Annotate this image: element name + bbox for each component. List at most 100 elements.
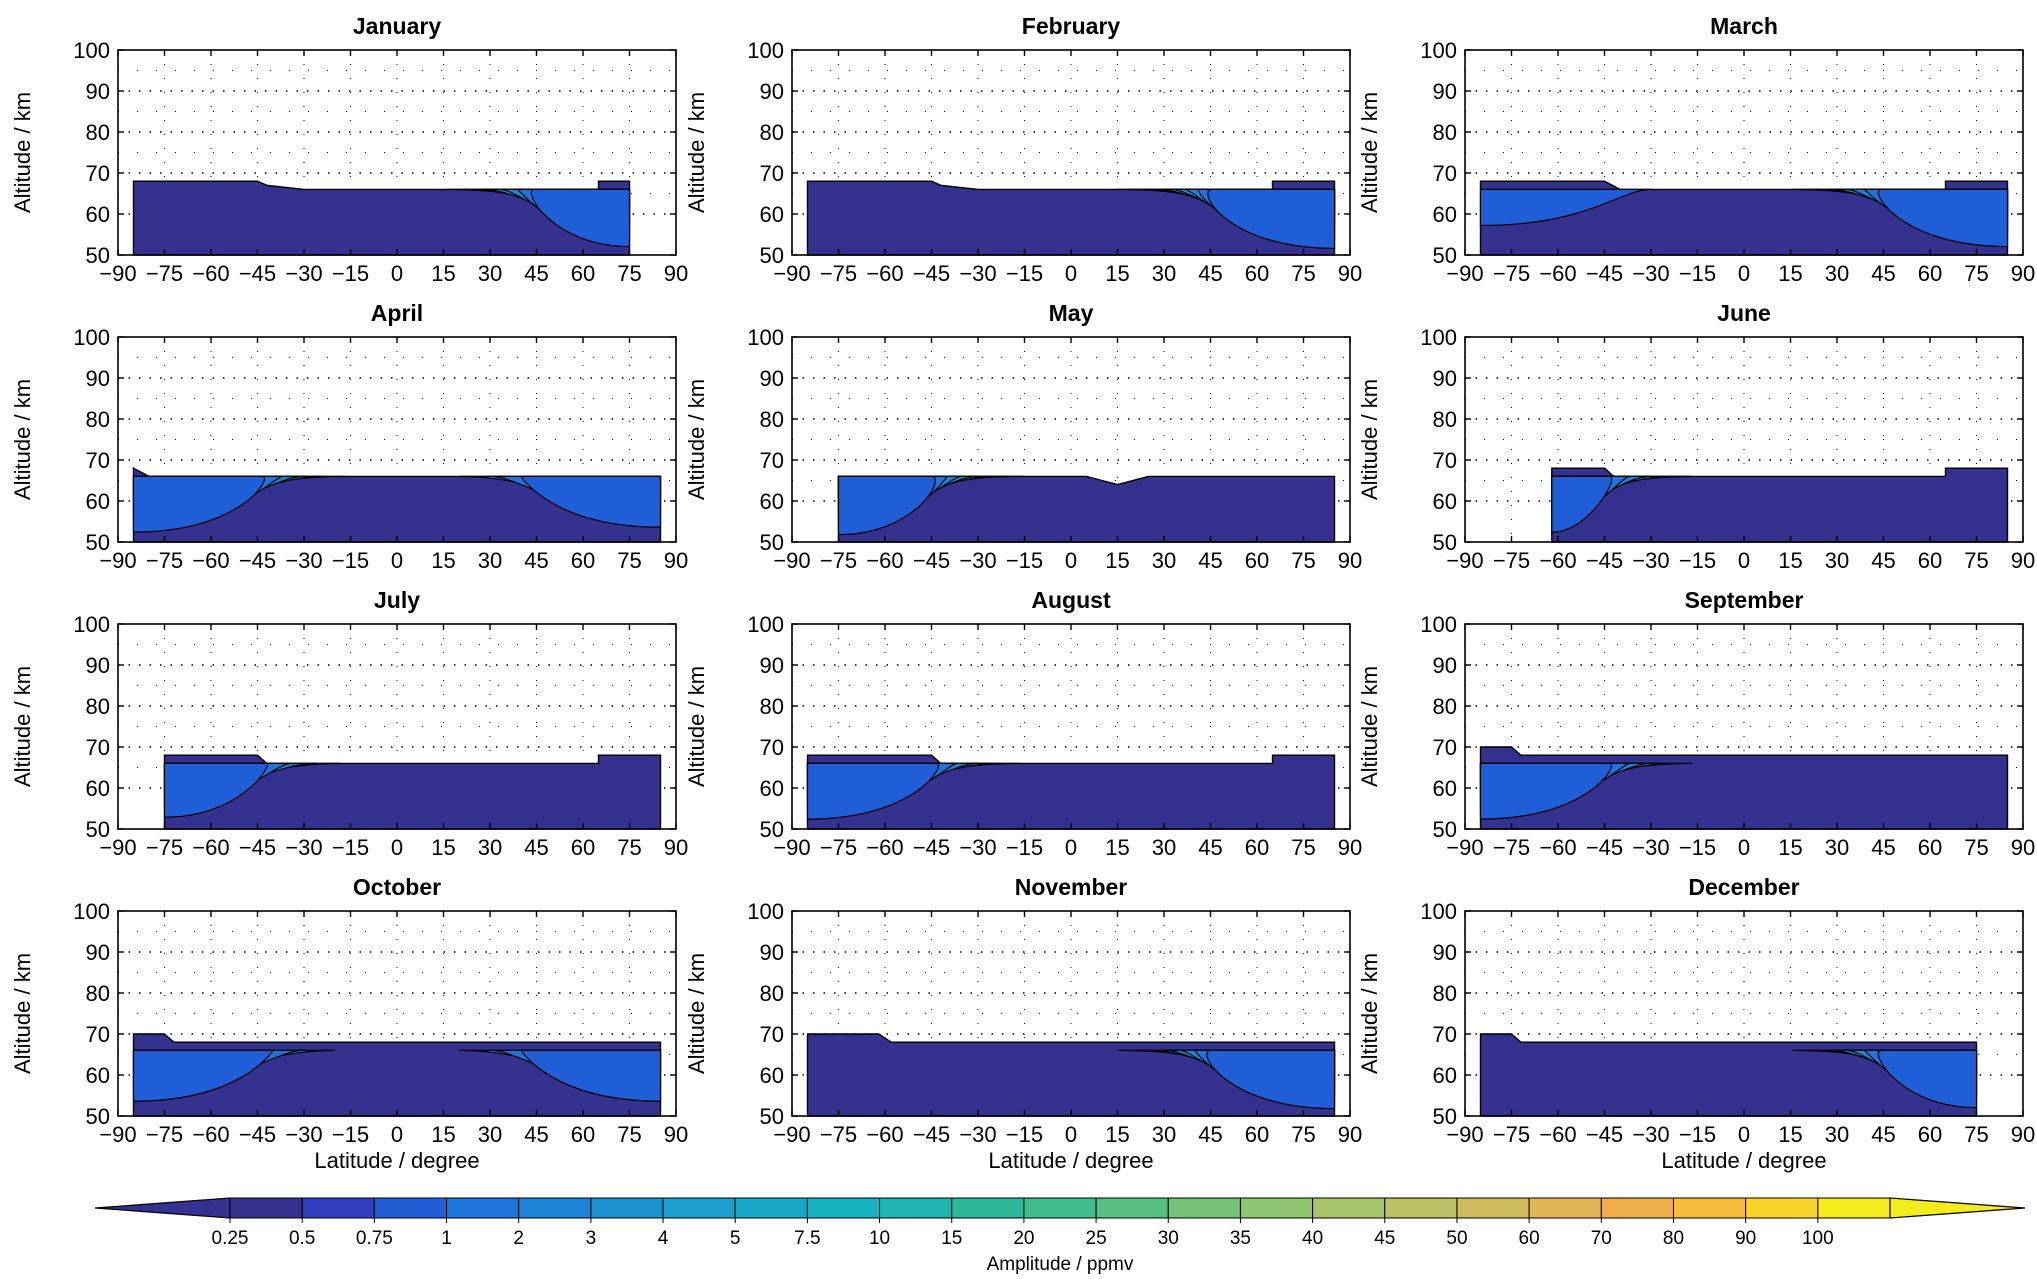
colorbar-swatch bbox=[1817, 1197, 1891, 1219]
x-tick-label: 45 bbox=[524, 835, 548, 860]
colorbar-tick-label: 50 bbox=[1446, 1228, 1467, 1249]
y-tick-label: 100 bbox=[747, 899, 784, 924]
colorbar-tick-label: 80 bbox=[1663, 1228, 1684, 1249]
y-axis-label: Altitude / km bbox=[684, 666, 709, 787]
x-tick-label: −45 bbox=[239, 1122, 276, 1147]
colorbar-tick-label: 5 bbox=[730, 1228, 741, 1249]
x-tick-label: −75 bbox=[1493, 835, 1530, 860]
x-tick-label: 30 bbox=[1825, 835, 1849, 860]
y-tick-label: 60 bbox=[760, 776, 784, 801]
y-tick-label: 90 bbox=[760, 940, 784, 965]
contour-band-south bbox=[837, 475, 936, 536]
colorbar-swatch bbox=[1528, 1197, 1602, 1219]
x-tick-label: 45 bbox=[1871, 548, 1895, 573]
y-tick-label: 50 bbox=[86, 1104, 110, 1129]
colorbar-tick-label: 70 bbox=[1591, 1228, 1612, 1249]
y-tick-label: 60 bbox=[1433, 1063, 1457, 1088]
x-tick-label: 60 bbox=[1245, 548, 1269, 573]
x-tick-label: 0 bbox=[1065, 261, 1077, 286]
x-tick-label: −60 bbox=[1539, 835, 1576, 860]
x-tick-label: 45 bbox=[1198, 261, 1222, 286]
y-tick-label: 80 bbox=[86, 407, 110, 432]
x-tick-label: −75 bbox=[146, 261, 183, 286]
x-tick-label: −30 bbox=[1632, 1122, 1669, 1147]
y-tick-label: 80 bbox=[1433, 981, 1457, 1006]
y-tick-label: 60 bbox=[86, 776, 110, 801]
colorbar-tick-label: 100 bbox=[1802, 1228, 1834, 1249]
x-tick-label: 75 bbox=[617, 1122, 641, 1147]
panel-september: September −90 −75 −60 −45 −30 −15 0 15 30 45 60 75 90… bbox=[1357, 587, 2035, 860]
panel-title: September bbox=[1685, 587, 1804, 613]
x-tick-label: 15 bbox=[1105, 835, 1129, 860]
x-tick-label: −75 bbox=[820, 1122, 857, 1147]
x-tick-label: −15 bbox=[1679, 548, 1716, 573]
x-tick-label: 30 bbox=[1825, 261, 1849, 286]
colorbar-tick-label: 35 bbox=[1230, 1228, 1251, 1249]
y-tick-label: 70 bbox=[760, 735, 784, 760]
x-tick-label: 60 bbox=[571, 835, 595, 860]
x-tick-label: 30 bbox=[478, 835, 502, 860]
colorbar-tick-label: 45 bbox=[1374, 1228, 1395, 1249]
x-tick-label: 45 bbox=[1198, 835, 1222, 860]
y-tick-label: 90 bbox=[86, 940, 110, 965]
x-tick-label: 15 bbox=[431, 548, 455, 573]
y-tick-label: 90 bbox=[760, 366, 784, 391]
contour-band-south bbox=[1479, 188, 1652, 227]
x-tick-label: 90 bbox=[664, 835, 688, 860]
y-tick-label: 70 bbox=[760, 1022, 784, 1047]
contour-band-south bbox=[1479, 762, 1613, 820]
x-tick-label: 90 bbox=[1338, 261, 1362, 286]
x-tick-label: 90 bbox=[664, 1122, 688, 1147]
panel-title: October bbox=[353, 874, 441, 900]
x-tick-label: −30 bbox=[1632, 261, 1669, 286]
x-tick-label: −45 bbox=[239, 548, 276, 573]
x-tick-label: −60 bbox=[866, 835, 903, 860]
x-tick-label: 75 bbox=[1964, 835, 1988, 860]
y-tick-label: 60 bbox=[1433, 776, 1457, 801]
y-tick-label: 90 bbox=[760, 653, 784, 678]
x-tick-label: −15 bbox=[1679, 835, 1716, 860]
x-tick-label: 30 bbox=[1152, 835, 1176, 860]
y-tick-label: 90 bbox=[1433, 653, 1457, 678]
y-axis-label: Altitude / km bbox=[10, 953, 35, 1074]
y-tick-label: 100 bbox=[747, 612, 784, 637]
x-tick-label: 60 bbox=[571, 1122, 595, 1147]
x-tick-label: −45 bbox=[239, 261, 276, 286]
y-tick-label: 90 bbox=[86, 653, 110, 678]
y-tick-label: 60 bbox=[760, 202, 784, 227]
colorbar-tick-label: 25 bbox=[1086, 1228, 1107, 1249]
colorbar-swatch bbox=[662, 1197, 736, 1219]
x-tick-label: 60 bbox=[1245, 835, 1269, 860]
colorbar-tick-label: 7.5 bbox=[794, 1228, 820, 1249]
x-tick-label: −75 bbox=[820, 261, 857, 286]
x-axis-label: Latitude / degree bbox=[1661, 1148, 1826, 1173]
contour-band-south bbox=[132, 1049, 275, 1102]
colorbar-tick-label: 0.25 bbox=[212, 1228, 249, 1249]
panel-february: February −90 −75 −60 −45 −30 −15 0 15 30 45 60 75 90 5… bbox=[684, 13, 1362, 286]
y-tick-label: 100 bbox=[73, 612, 110, 637]
y-tick-label: 80 bbox=[760, 981, 784, 1006]
panel-july: July −90 −75 −60 −45 −30 −15 0 15 30 45 60 75 90 50 60 7… bbox=[10, 587, 688, 860]
colorbar-tick-label: 3 bbox=[586, 1228, 597, 1249]
x-tick-label: −90 bbox=[773, 261, 810, 286]
x-tick-label: 90 bbox=[2011, 835, 2035, 860]
colorbar-tick-label: 2 bbox=[513, 1228, 524, 1249]
x-tick-label: −75 bbox=[1493, 261, 1530, 286]
contour-band-north bbox=[519, 1049, 662, 1102]
x-tick-label: 30 bbox=[478, 1122, 502, 1147]
x-tick-label: −45 bbox=[1586, 1122, 1623, 1147]
panel-august: August −90 −75 −60 −45 −30 −15 0 15 30 45 60 75 90 50 6… bbox=[684, 587, 1362, 860]
x-tick-label: −60 bbox=[1539, 261, 1576, 286]
x-tick-label: 45 bbox=[1871, 261, 1895, 286]
panel-may: May −90 −75 −60 −45 −30 −15 0 15 30 45 60 75 90 50 60 70… bbox=[684, 300, 1362, 573]
x-tick-label: −90 bbox=[773, 548, 810, 573]
y-tick-label: 100 bbox=[1420, 612, 1457, 637]
x-tick-label: 90 bbox=[664, 548, 688, 573]
y-tick-label: 50 bbox=[760, 530, 784, 555]
panel-june: June −90 −75 −60 −45 −30 −15 0 15 30 45 60 75 90 50 60 7… bbox=[1357, 300, 2035, 573]
x-tick-label: −75 bbox=[820, 835, 857, 860]
y-tick-label: 70 bbox=[760, 161, 784, 186]
panel-title: June bbox=[1717, 300, 1771, 326]
x-tick-label: 90 bbox=[664, 261, 688, 286]
y-axis-label: Altitude / km bbox=[1357, 92, 1382, 213]
